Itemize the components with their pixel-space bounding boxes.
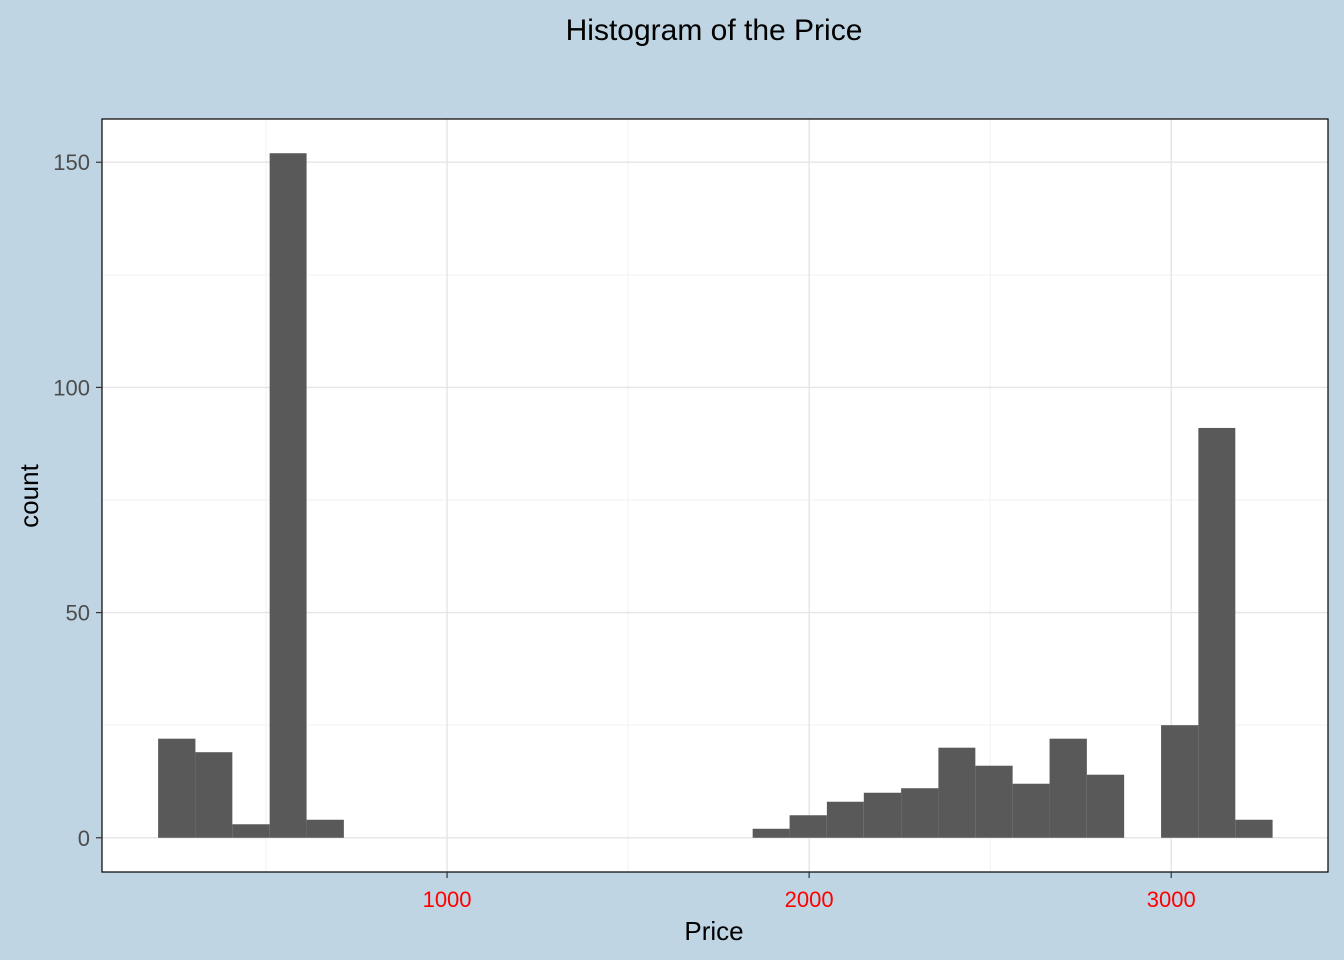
- x-axis-title: Price: [684, 916, 743, 946]
- x-tick-label: 3000: [1147, 887, 1196, 912]
- histogram-bar: [938, 747, 976, 838]
- histogram-bar: [901, 788, 939, 838]
- histogram-bar: [232, 824, 270, 838]
- y-axis: 0 50 100 150: [53, 150, 102, 851]
- histogram-bar: [1161, 725, 1199, 838]
- histogram-bar: [269, 153, 307, 838]
- histogram-bar: [863, 792, 902, 838]
- y-tick-label: 50: [66, 601, 90, 626]
- histogram-bar: [789, 815, 827, 838]
- x-tick-label: 1000: [423, 887, 472, 912]
- histogram-bar: [975, 765, 1013, 838]
- histogram-bar: [158, 738, 196, 838]
- y-tick-label: 150: [53, 150, 90, 175]
- x-axis: 1000 2000 3000: [423, 872, 1196, 912]
- histogram-bar: [826, 801, 864, 838]
- y-axis-title: count: [14, 463, 44, 527]
- chart-title: Histogram of the Price: [566, 14, 863, 47]
- histogram-bar: [1049, 738, 1087, 838]
- histogram-bar: [306, 819, 344, 838]
- histogram-bar: [1086, 774, 1125, 838]
- histogram-bar: [195, 752, 233, 838]
- histogram-bar: [752, 828, 790, 838]
- histogram-bar: [1012, 783, 1050, 838]
- histogram-bar: [1235, 819, 1273, 838]
- y-tick-label: 100: [53, 375, 90, 400]
- histogram-bars: [158, 153, 1273, 838]
- plot-panel-border: [101, 118, 1329, 873]
- y-tick-label: 0: [78, 826, 90, 851]
- histogram-bar: [1198, 427, 1236, 838]
- x-tick-label: 2000: [785, 887, 834, 912]
